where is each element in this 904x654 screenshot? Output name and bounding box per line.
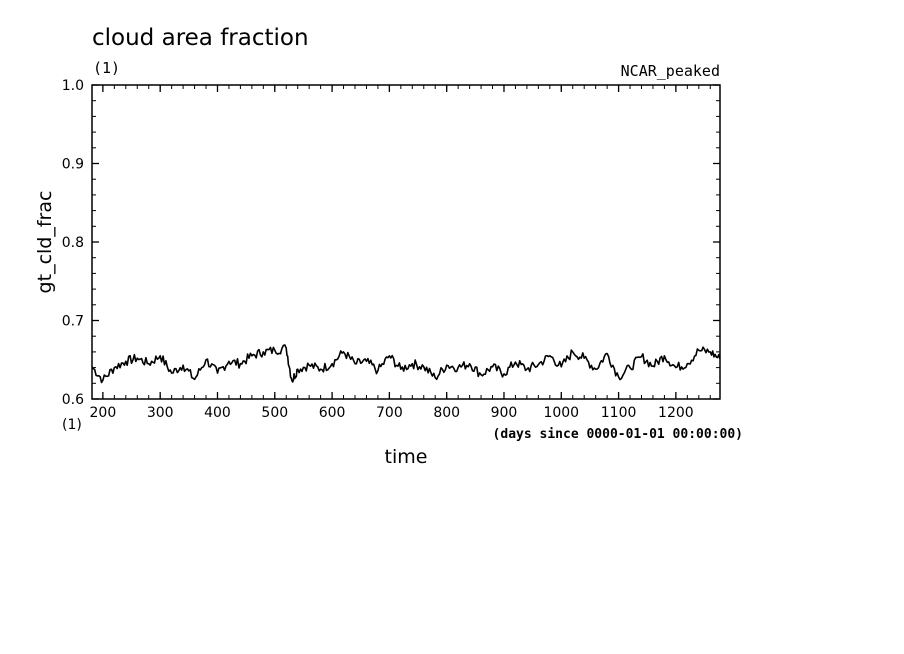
y-axis-label: gt_cld_frac [34,191,56,294]
minor-ticks [92,84,720,400]
x-tick-label: 1100 [601,405,637,421]
x-tick-label: 700 [376,405,403,421]
x-tick-label: 600 [319,405,346,421]
x-tick-label: 300 [147,405,174,421]
plot-frame [91,84,721,400]
y-axis: 0.6 0.7 0.8 0.9 1.0 [62,78,720,408]
x-tick-label: 800 [433,405,460,421]
y-tick-label: 0.6 [62,392,84,408]
x-tick-label: 500 [261,405,288,421]
chart-title: cloud area fraction [92,25,309,51]
x-units-label: (days since 0000-01-01 00:00:00) [493,427,743,442]
y-tick-label: 0.9 [62,157,84,173]
y-tick-label: 0.8 [62,235,84,251]
y-tick-label: 0.7 [62,314,84,330]
y-tick-label: 1.0 [62,78,84,94]
chart-subtitle: (1) [93,59,120,77]
x-axis: 200 300 400 500 600 700 800 900 1000 1100 1200 [90,85,694,421]
x-tick-label: 400 [204,405,231,421]
x-tick-label: 200 [90,405,117,421]
x-tick-label: 1000 [543,405,579,421]
x-tick-label: 1200 [658,405,694,421]
x-tick-label: 900 [491,405,518,421]
x-axis-label: time [385,446,428,468]
dataset-label: NCAR_peaked [621,62,720,80]
series-line [91,344,721,384]
y-units-label: (1) [62,417,82,433]
